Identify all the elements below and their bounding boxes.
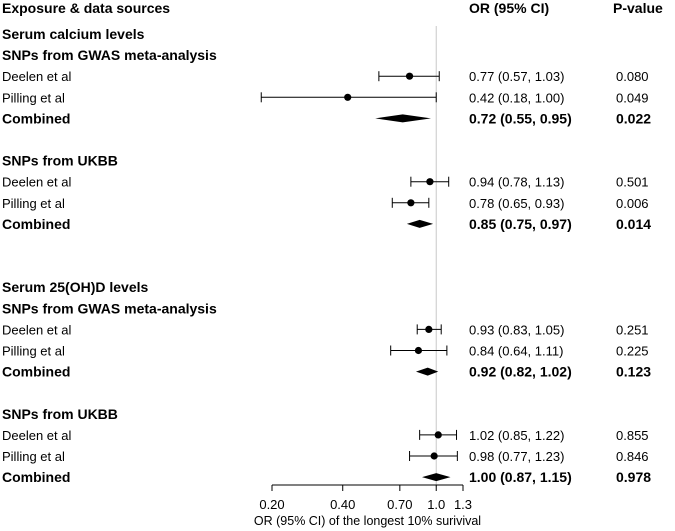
or-ci-value: 0.78 (0.65, 0.93)	[469, 196, 564, 211]
header-p-value: P-value	[613, 0, 663, 16]
subsection-label: SNPs from GWAS meta-analysis	[2, 47, 217, 63]
point-estimate	[405, 72, 414, 80]
x-tick-label: 1.3	[454, 497, 472, 512]
or-ci-value: 0.98 (0.77, 1.23)	[469, 449, 564, 464]
section-label: Serum calcium levels	[2, 26, 145, 42]
section-label: Serum 25(OH)D levels	[2, 279, 148, 295]
point-estimate	[426, 178, 434, 186]
header-or: OR (95% CI)	[469, 0, 549, 16]
x-tick-label: 0.70	[387, 497, 412, 512]
x-tick-label: 1.0	[427, 497, 445, 512]
or-ci-value: 0.84 (0.64, 1.11)	[469, 344, 563, 359]
or-ci-value: 1.02 (0.85, 1.22)	[469, 428, 564, 443]
combined-label: Combined	[2, 216, 70, 232]
forest-marks	[260, 26, 458, 488]
or-ci-value: 0.72 (0.55, 0.95)	[469, 110, 572, 126]
p-value: 0.014	[616, 216, 651, 232]
study-label: Deelen et al	[2, 428, 71, 443]
point-estimate	[407, 199, 415, 207]
study-label: Pilling et al	[2, 196, 65, 211]
x-axis: 0.20 0.40 0.70 1.0 1.3 OR (95% CI) of the lon…	[254, 484, 481, 528]
point-estimate	[434, 431, 442, 439]
or-ci-value: 0.85 (0.75, 0.97)	[469, 216, 572, 232]
p-value: 0.501	[616, 175, 649, 190]
study-label: Pilling et al	[2, 449, 65, 464]
point-estimate	[430, 452, 438, 460]
p-value: 0.225	[616, 344, 649, 359]
p-value: 0.049	[616, 90, 649, 105]
or-ci-value: 0.77 (0.57, 1.03)	[469, 69, 564, 84]
point-estimate	[344, 93, 352, 101]
forest-rows: Serum calcium levels SNPs from GWAS meta-…	[2, 26, 651, 485]
p-value: 0.855	[616, 428, 649, 443]
or-ci-value: 0.93 (0.83, 1.05)	[469, 322, 564, 337]
x-tick-label: 0.20	[259, 497, 284, 512]
study-label: Deelen et al	[2, 175, 71, 190]
combined-label: Combined	[2, 110, 70, 126]
or-ci-value: 1.00 (0.87, 1.15)	[469, 469, 572, 485]
point-estimate	[425, 325, 433, 333]
study-label: Pilling et al	[2, 90, 65, 105]
p-value: 0.123	[616, 364, 651, 380]
point-estimate	[414, 346, 423, 355]
study-label: Deelen et al	[2, 69, 71, 84]
p-value: 0.846	[616, 449, 649, 464]
combined-label: Combined	[2, 364, 70, 380]
x-tick-label: 0.40	[330, 497, 355, 512]
pooled-diamond	[406, 219, 434, 228]
study-label: Deelen et al	[2, 322, 71, 337]
p-value: 0.978	[616, 469, 651, 485]
subsection-label: SNPs from GWAS meta-analysis	[2, 300, 217, 316]
pooled-diamond	[415, 367, 439, 376]
or-ci-value: 0.42 (0.18, 1.00)	[469, 90, 564, 105]
or-ci-value: 0.94 (0.78, 1.13)	[469, 175, 564, 190]
or-ci-value: 0.92 (0.82, 1.02)	[469, 364, 572, 380]
combined-label: Combined	[2, 469, 70, 485]
study-label: Pilling et al	[2, 344, 65, 359]
p-value: 0.006	[616, 196, 649, 211]
x-axis-title: OR (95% CI) of the longest 10% surivival	[254, 514, 481, 528]
subsection-label: SNPs from UKBB	[2, 153, 118, 169]
header-exposure: Exposure & data sources	[2, 0, 170, 16]
pooled-diamond	[422, 473, 451, 482]
subsection-label: SNPs from UKBB	[2, 406, 118, 422]
p-value: 0.251	[616, 322, 649, 337]
p-value: 0.080	[616, 69, 649, 84]
p-value: 0.022	[616, 110, 651, 126]
pooled-diamond	[375, 114, 431, 123]
